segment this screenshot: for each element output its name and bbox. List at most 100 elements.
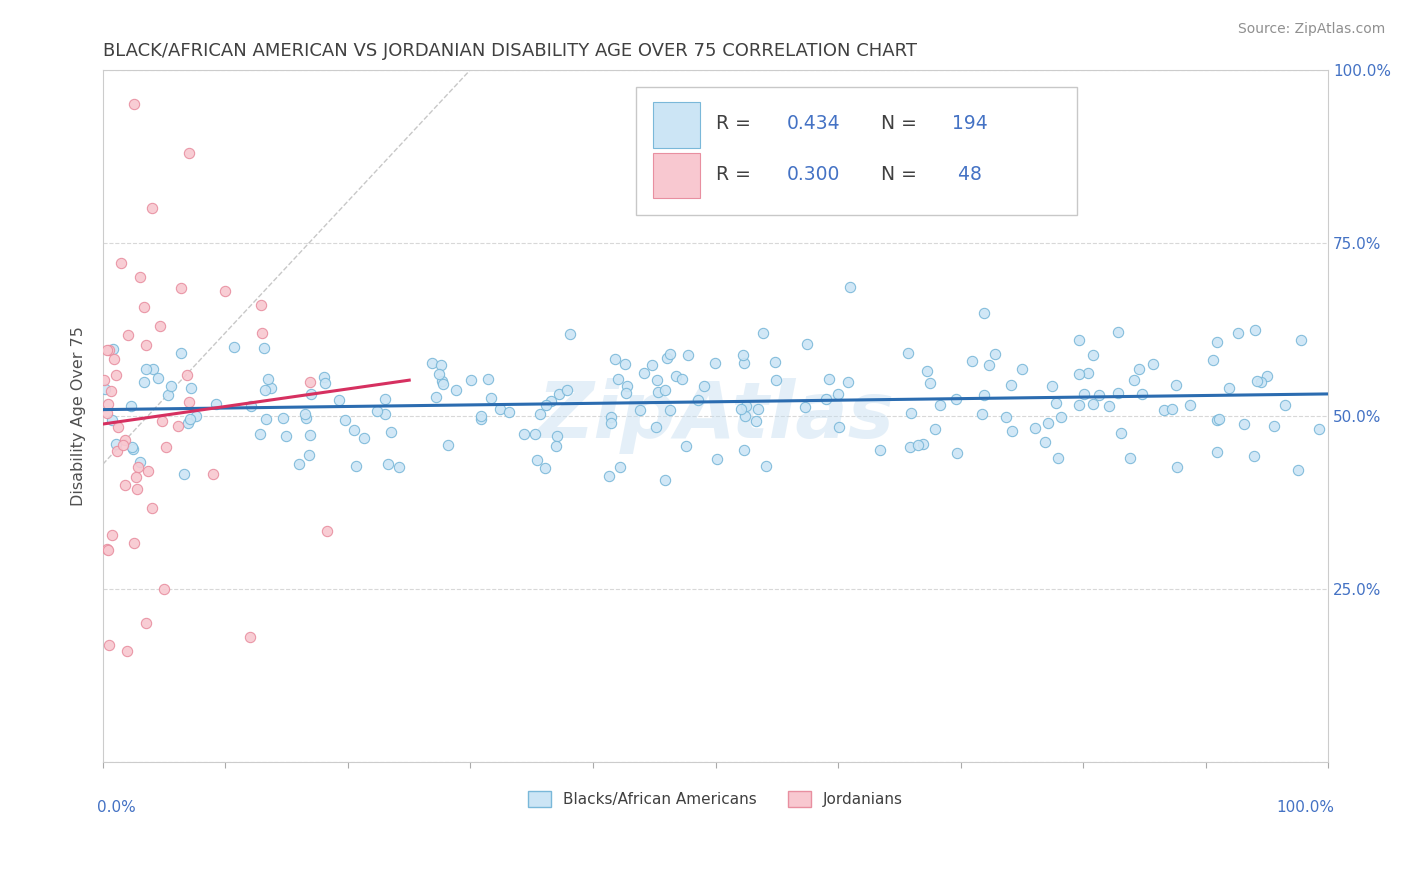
Point [167, 419, 190, 434]
Point [1142, 357, 1164, 371]
Point [160, 379, 183, 393]
Point [1069, 333, 1091, 347]
Point [112, 438, 135, 452]
Text: 0.300: 0.300 [786, 165, 839, 185]
Point [616, 379, 638, 393]
Point [299, 375, 322, 389]
Point [299, 386, 322, 401]
Point [127, 482, 149, 496]
Point [898, 441, 921, 455]
Point [489, 401, 512, 416]
Point [524, 427, 547, 442]
Point [1040, 379, 1063, 393]
Point [688, 392, 710, 407]
Point [498, 405, 520, 419]
Point [693, 379, 716, 393]
Point [1274, 398, 1296, 412]
Text: 0.0%: 0.0% [97, 800, 135, 815]
Point [534, 398, 557, 412]
Point [97, 397, 120, 411]
Point [104, 436, 127, 450]
Point [1050, 409, 1073, 424]
Point [1109, 426, 1132, 441]
Point [343, 423, 366, 437]
Point [93, 382, 115, 396]
Point [1098, 399, 1121, 413]
Point [274, 429, 297, 443]
Point [628, 402, 651, 417]
Point [470, 409, 492, 423]
Point [733, 443, 755, 458]
Point [155, 440, 177, 454]
Point [437, 438, 460, 452]
Point [960, 354, 983, 368]
Point [135, 616, 157, 631]
Point [1233, 417, 1256, 432]
Point [659, 347, 682, 361]
Point [828, 420, 851, 434]
Point [818, 371, 841, 385]
Point [605, 351, 627, 366]
Point [477, 372, 499, 386]
Point [366, 404, 388, 418]
Point [1000, 378, 1022, 392]
Point [1202, 353, 1225, 368]
Point [425, 390, 447, 404]
Point [170, 280, 193, 294]
Point [911, 437, 934, 451]
Point [294, 410, 316, 425]
Point [156, 387, 179, 401]
Point [796, 337, 818, 351]
Point [141, 501, 163, 516]
Point [101, 342, 124, 356]
Point [239, 630, 262, 644]
Point [427, 368, 450, 382]
Point [107, 419, 129, 434]
Point [105, 443, 128, 458]
Text: N =: N = [882, 114, 922, 133]
Point [793, 401, 815, 415]
Point [100, 384, 122, 399]
Point [315, 524, 337, 538]
Point [141, 201, 163, 215]
Point [153, 582, 176, 596]
Point [1069, 398, 1091, 412]
Point [915, 364, 938, 378]
Point [96, 542, 118, 557]
Point [645, 373, 668, 387]
Point [96, 405, 118, 419]
Point [374, 407, 396, 421]
Point [122, 442, 145, 457]
Point [657, 351, 679, 365]
Point [344, 459, 367, 474]
Point [142, 362, 165, 376]
Point [765, 372, 787, 386]
Point [609, 460, 631, 475]
Point [177, 395, 200, 409]
Point [1077, 366, 1099, 380]
Point [1081, 348, 1104, 362]
Point [1166, 459, 1188, 474]
Point [647, 384, 669, 399]
Point [444, 383, 467, 397]
Point [170, 346, 193, 360]
Point [526, 453, 548, 467]
Point [97, 543, 120, 558]
Point [1161, 402, 1184, 417]
Point [654, 383, 676, 397]
Y-axis label: Disability Age Over 75: Disability Age Over 75 [72, 326, 86, 506]
Point [979, 358, 1001, 372]
Point [1243, 449, 1265, 463]
Point [747, 401, 769, 416]
Point [558, 326, 581, 341]
Point [1263, 419, 1285, 434]
Point [214, 284, 236, 298]
Point [1067, 367, 1090, 381]
Point [380, 425, 402, 439]
Point [973, 306, 995, 320]
Point [1289, 334, 1312, 348]
Point [186, 409, 208, 423]
Point [122, 536, 145, 550]
Point [298, 448, 321, 462]
Point [869, 442, 891, 457]
